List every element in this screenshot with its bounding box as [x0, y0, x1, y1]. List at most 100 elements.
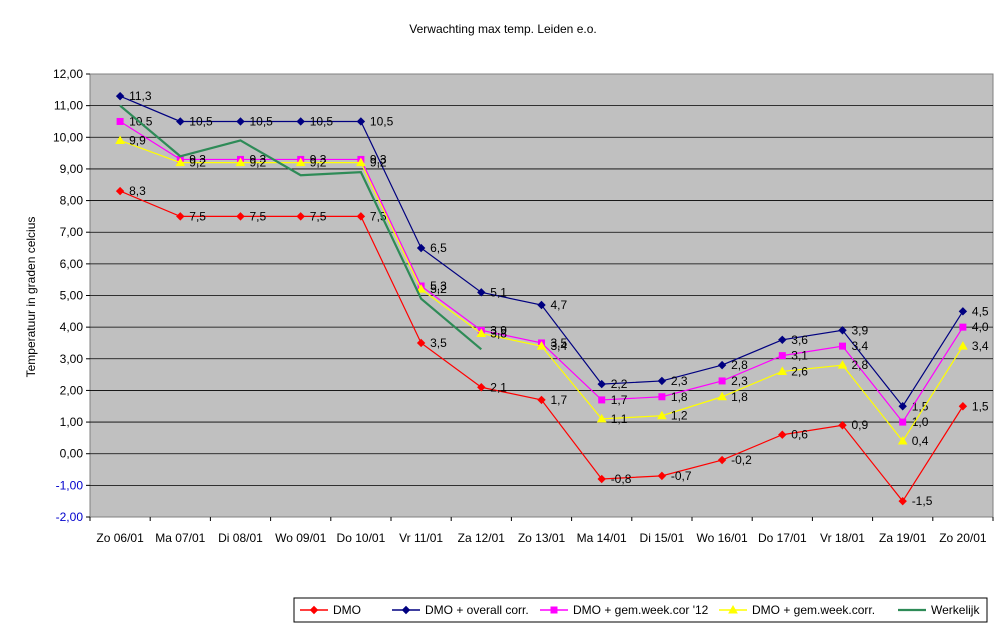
data-label: -1,5 [912, 494, 933, 508]
data-point [596, 413, 607, 423]
data-label: 1,8 [671, 390, 688, 404]
x-tick-label: Wo 16/01 [697, 531, 748, 545]
data-point [356, 212, 366, 221]
data-point [899, 418, 907, 426]
data-point [296, 212, 305, 221]
data-label: 1,1 [611, 412, 628, 426]
y-tick-label: 3,00 [60, 352, 84, 366]
data-point [401, 605, 411, 615]
data-label: 9,9 [129, 133, 146, 147]
data-label: 3,4 [551, 339, 568, 353]
data-label: 5,3 [430, 279, 447, 293]
data-label: 2,3 [671, 374, 688, 388]
data-label: 10,5 [370, 114, 394, 128]
data-point [958, 307, 968, 316]
x-tick-label: Do 17/01 [758, 531, 807, 545]
data-point [959, 323, 967, 331]
data-label: 1,5 [972, 399, 989, 413]
data-label: 9,3 [370, 152, 387, 166]
data-point [416, 284, 426, 293]
data-point [778, 430, 787, 439]
x-tick-label: Zo 20/01 [939, 531, 987, 545]
legend-label: DMO + gem.week.corr. [752, 603, 875, 617]
data-point [236, 212, 245, 221]
data-label: 9,2 [370, 156, 387, 170]
data-point [657, 410, 667, 420]
data-point [116, 117, 124, 125]
data-point [898, 402, 907, 411]
data-point [657, 471, 667, 481]
y-axis-label: Temperatuur in graden celcius [24, 217, 38, 378]
x-tick-label: Ma 14/01 [577, 531, 627, 545]
data-point [296, 117, 305, 126]
data-label: 5,2 [430, 282, 447, 296]
data-point [958, 341, 968, 350]
data-point [536, 341, 547, 350]
data-label: 1,7 [611, 393, 628, 407]
y-tick-label: 4,00 [60, 320, 84, 334]
x-tick-label: Vr 18/01 [820, 531, 865, 545]
data-label: 9,2 [189, 156, 206, 170]
data-point [416, 338, 426, 348]
y-tick-label: 2,00 [60, 383, 84, 397]
data-point [537, 300, 546, 310]
x-tick-label: Zo 06/01 [96, 531, 144, 545]
data-label: 8,3 [129, 184, 146, 198]
data-label: 2,1 [490, 380, 507, 394]
data-point [839, 342, 846, 350]
legend-label: DMO + gem.week.cor '12 [573, 603, 709, 617]
data-point [550, 606, 558, 614]
data-point [728, 604, 738, 614]
data-point [309, 605, 319, 615]
y-tick-label: 11,00 [54, 99, 83, 113]
data-label: 0,9 [852, 418, 869, 432]
data-label: -0,8 [611, 472, 632, 486]
data-point [718, 377, 726, 385]
data-label: 2,8 [852, 358, 869, 372]
data-label: 2,2 [611, 377, 628, 391]
data-point [416, 243, 426, 253]
data-label: 0,6 [791, 428, 808, 442]
data-point [657, 376, 667, 386]
data-label: 3,4 [852, 339, 869, 353]
y-tick-label: 8,00 [60, 194, 84, 208]
x-tick-label: Di 15/01 [640, 531, 685, 545]
data-point [175, 157, 186, 167]
data-label: 6,5 [430, 241, 447, 255]
data-point [477, 383, 486, 392]
data-point [838, 326, 847, 335]
data-point [477, 288, 486, 297]
data-point [115, 186, 125, 196]
x-tick-label: Di 08/01 [218, 531, 263, 545]
data-label: 3,8 [490, 326, 507, 340]
data-label: 0,4 [912, 434, 929, 448]
y-tick-label: 7,00 [60, 225, 84, 239]
data-label: 2,3 [731, 374, 748, 388]
data-point [717, 391, 727, 401]
y-tick-label: 6,00 [60, 257, 84, 271]
data-point [837, 360, 848, 369]
x-tick-label: Wo 09/01 [275, 531, 326, 545]
plot-area-group: -2,00 -1,00 0,00 1,00 2,00 3,00 4,00 5,00 6,00 7,… [53, 67, 994, 545]
data-label: 3,5 [551, 336, 568, 350]
data-label: -0,2 [731, 453, 752, 467]
data-point [236, 117, 245, 126]
data-point [598, 396, 606, 404]
y-tick-label: 1,00 [60, 415, 84, 429]
y-tick-label: 9,00 [60, 162, 84, 176]
data-point [356, 117, 366, 126]
data-label: 7,5 [189, 209, 206, 223]
legend-label: DMO [333, 603, 361, 617]
y-tick-label: 10,00 [53, 130, 83, 144]
data-point [115, 91, 125, 101]
data-label: 10,5 [310, 114, 334, 128]
legend-label: Werkelijk [931, 603, 980, 617]
y-tick-label: -2,00 [56, 510, 84, 524]
data-label: 7,5 [250, 209, 267, 223]
data-point [897, 436, 908, 445]
y-tick-label: 12,00 [53, 67, 83, 81]
x-tick-label: Vr 11/01 [399, 531, 443, 545]
data-label: 3,4 [972, 339, 989, 353]
